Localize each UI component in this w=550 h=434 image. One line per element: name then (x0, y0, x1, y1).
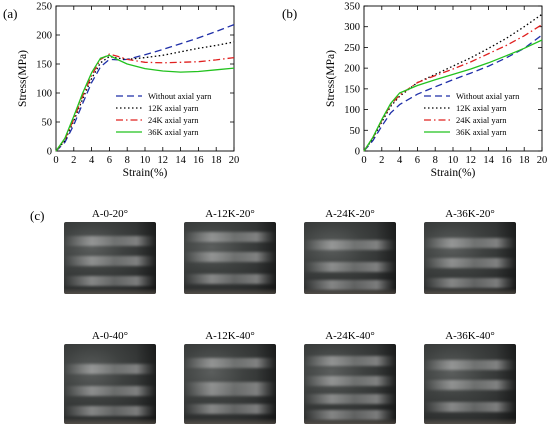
legend-entry: 24K axial yarn (456, 115, 507, 125)
x-tick-label: 10 (140, 155, 151, 166)
sample-caption: A-12K-40° (205, 330, 255, 342)
x-axis-label: Strain(%) (123, 167, 168, 179)
sample-a-0-40: A-0-40° (62, 330, 158, 424)
sample-photo (64, 222, 156, 294)
y-tick-label: 100 (344, 105, 360, 116)
x-tick-label: 12 (466, 155, 477, 166)
sample-caption: A-36K-20° (445, 208, 495, 220)
sample-a-24k-40: A-24K-40° (302, 330, 398, 424)
y-tick-label: 300 (344, 22, 360, 33)
series-line-2 (55, 53, 235, 152)
y-tick-label: 350 (344, 2, 360, 13)
x-tick-label: 12 (158, 155, 169, 166)
x-tick-label: 8 (125, 155, 130, 166)
panel-label-a: (a) (3, 6, 18, 21)
x-tick-label: 14 (175, 155, 186, 166)
series-line-3 (363, 39, 543, 152)
x-tick-label: 6 (415, 155, 420, 166)
sample-caption: A-0-20° (91, 208, 129, 220)
sample-photo (424, 344, 516, 424)
x-tick-label: 16 (193, 155, 204, 166)
x-tick-label: 6 (107, 155, 112, 166)
plot-frame (55, 5, 235, 152)
sample-caption: A-12K-20° (205, 208, 255, 220)
plot-frame (363, 5, 543, 152)
legend-entry: 24K axial yarn (148, 115, 199, 125)
x-tick-label: 4 (89, 155, 95, 166)
sample-a-36k-40: A-36K-40° (422, 330, 518, 424)
x-tick-label: 14 (483, 155, 494, 166)
sample-photo (304, 344, 396, 424)
sample-caption: A-36K-40° (445, 330, 495, 342)
y-tick-label: 200 (344, 64, 360, 75)
chart-a: 0 2 4 6 8 10 12 14 16 18 20050100150200250Strain(%… (17, 2, 239, 180)
y-tick-label: 50 (350, 126, 361, 137)
legend-entry: 12K axial yarn (148, 103, 199, 113)
panel-label-b: (b) (282, 6, 298, 21)
y-tick-label: 100 (36, 89, 52, 100)
legend-entry: 12K axial yarn (456, 103, 507, 113)
series-line-1 (363, 13, 543, 152)
x-tick-label: 16 (501, 155, 512, 166)
x-tick-label: 20 (537, 155, 548, 166)
series-line-0 (55, 23, 235, 152)
x-tick-label: 18 (211, 155, 222, 166)
x-tick-label: 20 (229, 155, 240, 166)
x-tick-label: 10 (448, 155, 459, 166)
sample-caption: A-0-40° (91, 330, 129, 342)
stress-strain-charts: 0 2 4 6 8 10 12 14 16 18 20050100150200250Strain(%… (17, 2, 547, 180)
sample-photo (304, 222, 396, 294)
sample-photo (184, 344, 276, 424)
x-tick-label: 0 (53, 155, 58, 166)
legend-entry: 36K axial yarn (456, 127, 507, 137)
sample-caption: A-24K-40° (325, 330, 375, 342)
sample-caption: A-24K-20° (325, 208, 375, 220)
y-tick-label: 50 (42, 118, 53, 129)
sample-photo (184, 222, 276, 294)
legend-entry: Without axial yarn (148, 91, 212, 101)
x-tick-label: 18 (519, 155, 530, 166)
panel-label-c: (c) (30, 208, 45, 223)
sample-photo (424, 222, 516, 294)
y-tick-label: 250 (36, 2, 52, 13)
x-tick-label: 4 (397, 155, 403, 166)
chart-b: 0 2 4 6 8 10 12 14 16 18 20050100150200250300350St… (325, 2, 547, 180)
sample-photo (64, 344, 156, 424)
y-tick-label: 200 (36, 31, 52, 42)
x-tick-label: 2 (71, 155, 76, 166)
sample-a-24k-20: A-24K-20° (302, 208, 398, 294)
x-tick-label: 0 (361, 155, 366, 166)
y-axis-label: Stress(MPa) (325, 50, 337, 107)
y-tick-label: 150 (344, 84, 360, 95)
sample-a-12k-20: A-12K-20° (182, 208, 278, 294)
x-axis-label: Strain(%) (431, 167, 476, 179)
y-tick-label: 0 (47, 147, 52, 158)
sample-a-12k-40: A-12K-40° (182, 330, 278, 424)
x-tick-label: 8 (433, 155, 438, 166)
legend-entry: 36K axial yarn (148, 127, 199, 137)
series-line-2 (363, 24, 543, 152)
y-tick-label: 250 (344, 43, 360, 54)
y-tick-label: 0 (355, 147, 360, 158)
sample-a-36k-20: A-36K-20° (422, 208, 518, 294)
x-tick-label: 2 (379, 155, 384, 166)
y-tick-label: 150 (36, 60, 52, 71)
series-line-3 (55, 54, 235, 152)
legend-entry: Without axial yarn (456, 91, 520, 101)
sample-a-0-20: A-0-20° (62, 208, 158, 294)
y-axis-label: Stress(MPa) (17, 50, 29, 107)
